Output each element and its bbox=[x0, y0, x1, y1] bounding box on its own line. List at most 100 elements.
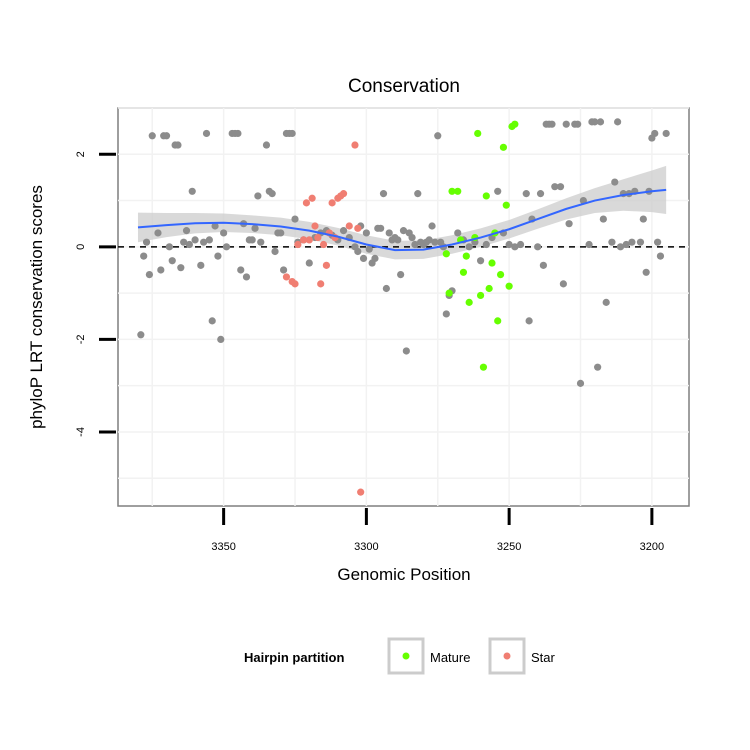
data-point-other bbox=[653, 238, 662, 246]
data-point-other bbox=[185, 240, 193, 249]
data-point-other bbox=[220, 229, 228, 237]
y-tick-label: -4 bbox=[75, 427, 87, 437]
data-point-other bbox=[222, 243, 231, 251]
data-point-star bbox=[291, 280, 299, 288]
data-point-other bbox=[656, 252, 665, 260]
y-axis: 2 0 -2 -4 bbox=[75, 151, 116, 437]
data-point-other bbox=[614, 118, 622, 126]
data-point-other bbox=[591, 118, 599, 126]
data-point-other bbox=[454, 229, 462, 237]
data-point-other bbox=[165, 243, 173, 251]
data-point-other bbox=[536, 190, 545, 198]
data-point-other bbox=[548, 120, 556, 128]
legend-title: Hairpin partition bbox=[244, 650, 344, 665]
x-tick-label: 3250 bbox=[497, 541, 521, 553]
data-point-mature bbox=[459, 268, 468, 276]
data-point-other bbox=[434, 132, 442, 140]
data-point-other bbox=[565, 220, 573, 228]
data-point-mature bbox=[494, 317, 502, 325]
data-point-other bbox=[377, 224, 385, 232]
data-point-star bbox=[308, 194, 316, 202]
data-point-other bbox=[154, 229, 162, 237]
data-point-other bbox=[662, 129, 670, 138]
data-point-other bbox=[305, 259, 313, 267]
data-point-other bbox=[137, 331, 145, 339]
data-point-mature bbox=[502, 201, 510, 209]
data-point-other bbox=[576, 379, 585, 387]
legend-key-mature bbox=[387, 637, 425, 675]
data-point-mature bbox=[511, 120, 519, 128]
data-point-star bbox=[328, 199, 336, 207]
data-point-star bbox=[294, 240, 302, 249]
data-point-mature bbox=[442, 250, 450, 258]
data-point-other bbox=[197, 261, 205, 269]
data-point-other bbox=[191, 236, 199, 244]
data-point-star bbox=[305, 236, 313, 244]
data-point-other bbox=[257, 238, 265, 246]
data-point-other bbox=[476, 257, 485, 265]
data-point-other bbox=[608, 238, 616, 246]
data-point-other bbox=[359, 254, 368, 263]
x-axis-label: Genomic Position bbox=[337, 565, 470, 584]
data-point-other bbox=[559, 280, 567, 288]
data-point-other bbox=[242, 273, 251, 281]
data-point-other bbox=[556, 183, 565, 191]
data-point-star bbox=[351, 141, 359, 149]
data-point-other bbox=[642, 268, 650, 276]
data-point-mature bbox=[465, 298, 473, 306]
data-point-other bbox=[402, 347, 410, 355]
data-point-star bbox=[314, 233, 322, 242]
data-point-other bbox=[145, 271, 154, 279]
data-point-mature bbox=[488, 259, 496, 267]
data-point-star bbox=[319, 240, 328, 249]
y-axis-label: phyloP LRT conservation scores bbox=[27, 185, 46, 429]
x-tick-label: 3300 bbox=[354, 541, 378, 553]
grid bbox=[118, 107, 689, 506]
data-point-other bbox=[534, 243, 542, 251]
data-point-other bbox=[379, 190, 388, 198]
data-point-other bbox=[371, 254, 379, 263]
legend-marker-star bbox=[503, 652, 511, 660]
data-point-other bbox=[628, 238, 636, 246]
data-point-other bbox=[148, 132, 156, 140]
y-tick-label: -2 bbox=[75, 335, 87, 345]
data-point-other bbox=[262, 141, 271, 149]
data-point-other bbox=[291, 215, 299, 223]
data-point-other bbox=[494, 187, 502, 195]
data-point-other bbox=[385, 229, 393, 237]
data-point-mature bbox=[462, 252, 470, 260]
data-point-other bbox=[511, 243, 519, 251]
y-tick-label: 2 bbox=[75, 151, 87, 157]
data-point-other bbox=[651, 129, 659, 138]
data-point-other bbox=[465, 243, 473, 251]
data-point-other bbox=[394, 236, 402, 244]
data-point-other bbox=[562, 120, 570, 128]
data-point-other bbox=[411, 240, 419, 249]
data-point-star bbox=[302, 199, 311, 207]
data-point-other bbox=[596, 118, 605, 126]
data-point-star bbox=[322, 261, 331, 269]
data-point-other bbox=[168, 257, 176, 265]
data-point-other bbox=[525, 317, 533, 325]
data-point-other bbox=[539, 261, 547, 269]
data-point-mature bbox=[448, 187, 456, 195]
data-point-other bbox=[636, 238, 645, 246]
data-point-other bbox=[522, 190, 530, 198]
data-point-mature bbox=[482, 192, 490, 200]
data-point-other bbox=[208, 317, 216, 325]
data-point-other bbox=[254, 192, 262, 200]
x-tick-label: 3200 bbox=[640, 541, 664, 553]
data-point-other bbox=[157, 266, 165, 274]
data-point-star bbox=[357, 488, 365, 496]
data-point-mature bbox=[454, 187, 462, 195]
data-point-mature bbox=[476, 291, 485, 300]
data-point-other bbox=[142, 238, 151, 246]
data-point-other bbox=[177, 264, 185, 272]
data-point-other bbox=[251, 224, 259, 232]
data-point-other bbox=[382, 284, 390, 293]
data-point-mature bbox=[505, 282, 513, 290]
data-point-star bbox=[345, 222, 353, 230]
data-point-mature bbox=[496, 271, 505, 279]
data-point-other bbox=[211, 222, 219, 230]
data-point-other bbox=[594, 363, 602, 371]
